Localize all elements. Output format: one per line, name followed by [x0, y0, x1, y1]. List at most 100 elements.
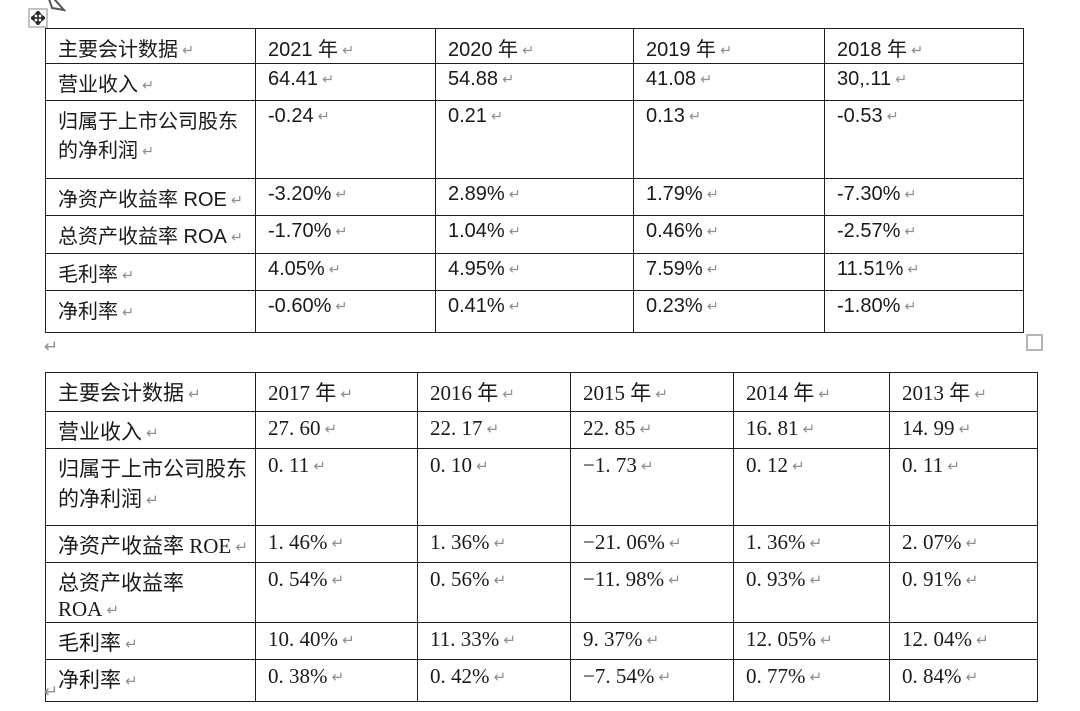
value-cell[interactable]: 0.41% ↵ [435, 290, 634, 333]
value-cell[interactable]: -1.80% ↵ [824, 290, 1024, 333]
value-cell[interactable]: -0.53 ↵ [824, 100, 1024, 179]
row-label-cell[interactable]: 毛利率 ↵ [45, 253, 256, 291]
value-cell[interactable]: -7.30% ↵ [824, 178, 1024, 216]
value-cell[interactable]: 0. 84% ↵ [889, 659, 1038, 702]
row-label-cell[interactable]: 总资产收益率 ROA ↵ [45, 562, 256, 623]
value-cell[interactable]: 1. 36% ↵ [417, 525, 571, 563]
header-row: 主要会计数据 ↵ 2021 年 ↵ 2020 年 ↵ 2019 年 ↵ 2018 年 ↵ [45, 28, 1024, 64]
value-cell[interactable]: 0.13 ↵ [633, 100, 825, 179]
value-cell[interactable]: 54.88 ↵ [435, 63, 634, 101]
row-label-cell[interactable]: 净资产收益率 ROE ↵ [45, 525, 256, 563]
cell-end-mark-icon: ↵ [958, 420, 972, 438]
value-cell[interactable]: -2.57% ↵ [824, 215, 1024, 254]
value-cell[interactable]: 0. 91% ↵ [889, 562, 1038, 623]
cell-end-mark-icon: ↵ [700, 72, 713, 88]
year-header-cell[interactable]: 2018 年 ↵ [824, 28, 1024, 64]
value-cell[interactable]: 12. 05% ↵ [733, 622, 890, 660]
value-cell[interactable]: 2.89% ↵ [435, 178, 634, 216]
cell-end-mark-icon: ↵ [230, 193, 243, 209]
year-header-cell[interactable]: 2014 年 ↵ [733, 372, 890, 412]
value-cell[interactable]: 0. 38% ↵ [255, 659, 418, 702]
value-cell[interactable]: −11. 98% ↵ [570, 562, 734, 623]
value-cell[interactable]: 4.05% ↵ [255, 253, 436, 291]
value-cell[interactable]: 64.41 ↵ [255, 63, 436, 101]
value-cell[interactable]: 0. 42% ↵ [417, 659, 571, 702]
cell-end-mark-icon: ↵ [328, 262, 341, 278]
year-header-cell[interactable]: 2021 年 ↵ [255, 28, 436, 64]
year-header-cell[interactable]: 2017 年 ↵ [255, 372, 418, 412]
cell-value: 22. 17 [430, 416, 483, 440]
cell-end-mark-icon: ↵ [125, 635, 138, 653]
row-label-cell[interactable]: 总资产收益率 ROA ↵ [45, 215, 256, 254]
value-cell[interactable]: 0. 10 ↵ [417, 448, 571, 526]
paragraph-mark: ↵ [44, 337, 59, 357]
cell-end-mark-icon: ↵ [688, 109, 701, 125]
value-cell[interactable]: -3.20% ↵ [255, 178, 436, 216]
corner-header-cell[interactable]: 主要会计数据 ↵ [45, 28, 256, 64]
year-header-cell[interactable]: 2015 年 ↵ [570, 372, 734, 412]
value-cell[interactable]: -1.70% ↵ [255, 215, 436, 254]
value-cell[interactable]: 1.04% ↵ [435, 215, 634, 254]
row-label: 净利率 [58, 668, 121, 692]
cell-value: 0. 91% [902, 567, 962, 591]
year-header-cell[interactable]: 2016 年 ↵ [417, 372, 571, 412]
value-cell[interactable]: 11.51% ↵ [824, 253, 1024, 291]
cell-end-mark-icon: ↵ [792, 457, 805, 475]
value-cell[interactable]: 14. 99 ↵ [889, 411, 1038, 449]
cell-end-mark-icon: ↵ [335, 299, 348, 315]
row-label-cell[interactable]: 归属于上市公司股东的净利润 ↵ [45, 448, 256, 526]
value-cell[interactable]: 0. 56% ↵ [417, 562, 571, 623]
value-cell[interactable]: 1. 36% ↵ [733, 525, 890, 563]
row-label-cell[interactable]: 归属于上市公司股东的净利润 ↵ [45, 100, 256, 179]
cell-value: 0. 12 [746, 453, 788, 477]
value-cell[interactable]: 41.08 ↵ [633, 63, 825, 101]
value-cell[interactable]: 2. 07% ↵ [889, 525, 1038, 563]
value-cell[interactable]: 9. 37% ↵ [570, 622, 734, 660]
value-cell[interactable]: 11. 33% ↵ [417, 622, 571, 660]
value-cell[interactable]: 0.21 ↵ [435, 100, 634, 179]
table-resize-handle[interactable] [1026, 334, 1043, 351]
value-cell[interactable]: 27. 60 ↵ [255, 411, 418, 449]
value-cell[interactable]: 1. 46% ↵ [255, 525, 418, 563]
value-cell[interactable]: -0.60% ↵ [255, 290, 436, 333]
cell-end-mark-icon: ↵ [125, 672, 138, 690]
cell-end-mark-icon: ↵ [146, 491, 159, 509]
value-cell[interactable]: 7.59% ↵ [633, 253, 825, 291]
corner-header-cell[interactable]: 主要会计数据 ↵ [45, 372, 256, 412]
cell-end-mark-icon: ↵ [493, 571, 507, 589]
value-cell[interactable]: 22. 85 ↵ [570, 411, 734, 449]
row-label-cell[interactable]: 营业收入 ↵ [45, 63, 256, 101]
value-cell[interactable]: 10. 40% ↵ [255, 622, 418, 660]
value-cell[interactable]: 0.23% ↵ [633, 290, 825, 333]
value-cell[interactable]: 16. 81 ↵ [733, 411, 890, 449]
table-move-handle[interactable] [28, 8, 48, 28]
row-label-cell[interactable]: 净资产收益率 ROE ↵ [45, 178, 256, 216]
value-cell[interactable]: −7. 54% ↵ [570, 659, 734, 702]
value-cell[interactable]: -0.24 ↵ [255, 100, 436, 179]
value-cell[interactable]: −21. 06% ↵ [570, 525, 734, 563]
year-header-cell[interactable]: 2019 年 ↵ [633, 28, 825, 64]
cell-end-mark-icon: ↵ [706, 299, 719, 315]
cell-end-mark-icon: ↵ [342, 631, 355, 649]
cell-value: 0. 10 [430, 453, 472, 477]
row-label-cell[interactable]: 毛利率 ↵ [45, 622, 256, 660]
year-header-cell[interactable]: 2020 年 ↵ [435, 28, 634, 64]
value-cell[interactable]: 0. 11 ↵ [889, 448, 1038, 526]
value-cell[interactable]: 4.95% ↵ [435, 253, 634, 291]
value-cell[interactable]: 1.79% ↵ [633, 178, 825, 216]
cell-value: -0.60% [268, 295, 332, 317]
value-cell[interactable]: 0. 54% ↵ [255, 562, 418, 623]
value-cell[interactable]: 0. 11 ↵ [255, 448, 418, 526]
value-cell[interactable]: 22. 17 ↵ [417, 411, 571, 449]
value-cell[interactable]: 0.46% ↵ [633, 215, 825, 254]
row-label-cell[interactable]: 营业收入 ↵ [45, 411, 256, 449]
value-cell[interactable]: 12. 04% ↵ [889, 622, 1038, 660]
value-cell[interactable]: 0. 12 ↵ [733, 448, 890, 526]
value-cell[interactable]: 0. 77% ↵ [733, 659, 890, 702]
value-cell[interactable]: 30,.11 ↵ [824, 63, 1024, 101]
value-cell[interactable]: −1. 73 ↵ [570, 448, 734, 526]
value-cell[interactable]: 0. 93% ↵ [733, 562, 890, 623]
year-header-cell[interactable]: 2013 年 ↵ [889, 372, 1038, 412]
row-label-cell[interactable]: 净利率 ↵ [45, 659, 256, 702]
row-label-cell[interactable]: 净利率 ↵ [45, 290, 256, 333]
